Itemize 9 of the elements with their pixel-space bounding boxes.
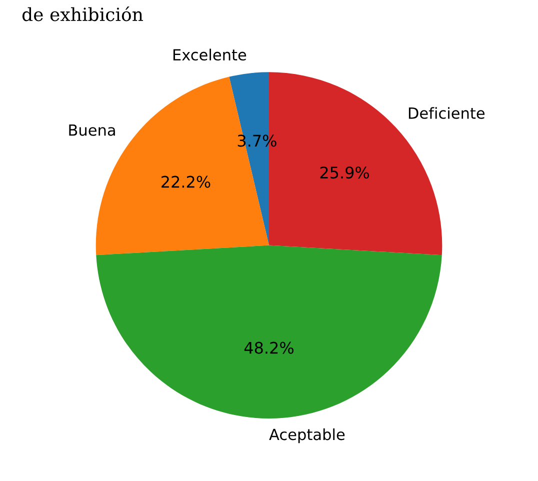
chart-title: de exhibición [22, 6, 143, 22]
pie-slice [96, 245, 442, 418]
data-label: 48.2% [244, 342, 294, 354]
data-label: 25.9% [320, 166, 369, 179]
slice-label: Excelente [173, 48, 246, 61]
slice-label: Buena [69, 124, 115, 136]
data-label: 22.2% [162, 176, 210, 188]
slice-label: Deficiente [408, 107, 485, 119]
slice-label: Aceptable [269, 428, 345, 444]
